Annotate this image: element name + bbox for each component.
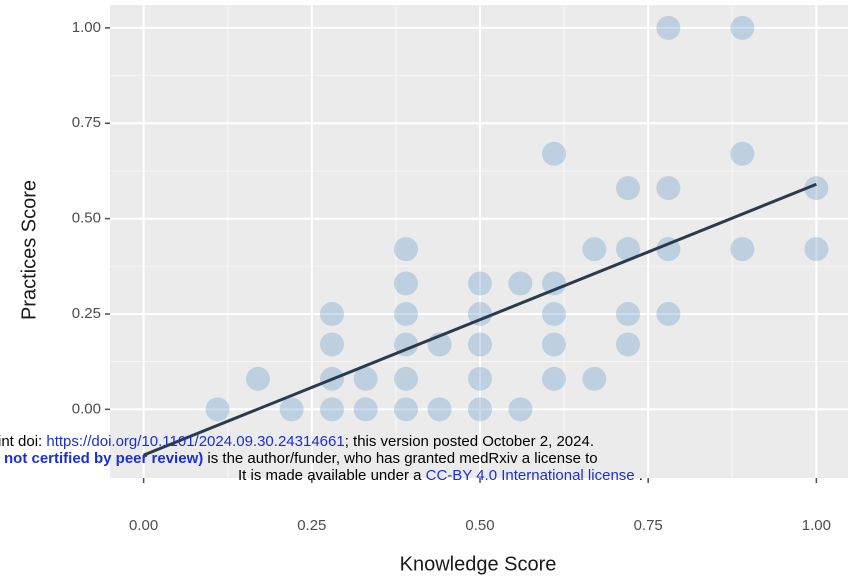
- x-tick-label: 0.25: [297, 517, 326, 534]
- point: [394, 397, 418, 422]
- point: [320, 397, 344, 422]
- point: [468, 397, 492, 422]
- point: [468, 301, 492, 326]
- point: [353, 366, 378, 391]
- text: is the author/funder, who has granted me…: [203, 450, 597, 467]
- y-tick-label: 1.00: [72, 19, 101, 36]
- link[interactable]: CC-BY 4.0 International license: [426, 467, 635, 484]
- bold-text: not certified by peer review): [4, 450, 203, 467]
- y-tick-label: 0.50: [72, 210, 101, 227]
- watermark-line: not certified by peer review) is the aut…: [4, 450, 598, 467]
- point: [394, 301, 418, 326]
- x-tick-label: 1.00: [802, 517, 831, 534]
- point: [394, 237, 418, 262]
- point: [656, 301, 681, 326]
- y-axis-title: Practices Score: [18, 180, 40, 320]
- regression-line: [143, 182, 817, 457]
- watermark-line: It is made available under a CC-BY 4.0 I…: [238, 467, 643, 484]
- point: [246, 366, 270, 391]
- point: [468, 271, 492, 296]
- point: [616, 176, 640, 201]
- point: [656, 15, 681, 40]
- point: [279, 397, 304, 422]
- point: [468, 366, 492, 391]
- text: ; this version posted October 2, 2024.: [345, 433, 594, 450]
- watermark-line: int doi: https://doi.org/10.1101/2024.09…: [0, 433, 594, 450]
- link[interactable]: https://doi.org/10.1101/2024.09.30.24314…: [46, 433, 344, 450]
- point: [468, 332, 492, 357]
- y-tick-label: 0.25: [72, 305, 101, 322]
- x-tick-label: 0.75: [634, 517, 663, 534]
- point: [205, 397, 230, 422]
- point: [542, 332, 566, 357]
- text: .: [635, 467, 643, 484]
- y-tick-label: 0.00: [72, 400, 101, 417]
- point: [616, 301, 640, 326]
- point: [804, 237, 829, 262]
- point: [804, 176, 829, 201]
- point: [582, 366, 607, 391]
- point: [320, 332, 344, 357]
- point: [582, 237, 607, 262]
- point: [616, 237, 640, 262]
- point: [656, 237, 681, 262]
- point: [542, 271, 566, 296]
- point: [542, 141, 566, 166]
- point: [320, 301, 344, 326]
- point: [542, 301, 566, 326]
- x-tick-label: 0.00: [129, 517, 158, 534]
- x-axis-title: Knowledge Score: [400, 553, 557, 575]
- point: [508, 271, 533, 296]
- point: [353, 397, 378, 422]
- point: [508, 397, 533, 422]
- point: [394, 271, 418, 296]
- y-tick-label: 0.75: [72, 114, 101, 131]
- point: [542, 366, 566, 391]
- point: [730, 237, 755, 262]
- text: It is made available under a: [238, 467, 426, 484]
- point: [730, 141, 755, 166]
- point: [427, 397, 452, 422]
- x-tick-label: 0.50: [465, 517, 494, 534]
- text: int doi:: [0, 433, 46, 450]
- point: [394, 366, 418, 391]
- point: [730, 15, 755, 40]
- point: [616, 332, 640, 357]
- point: [656, 176, 681, 201]
